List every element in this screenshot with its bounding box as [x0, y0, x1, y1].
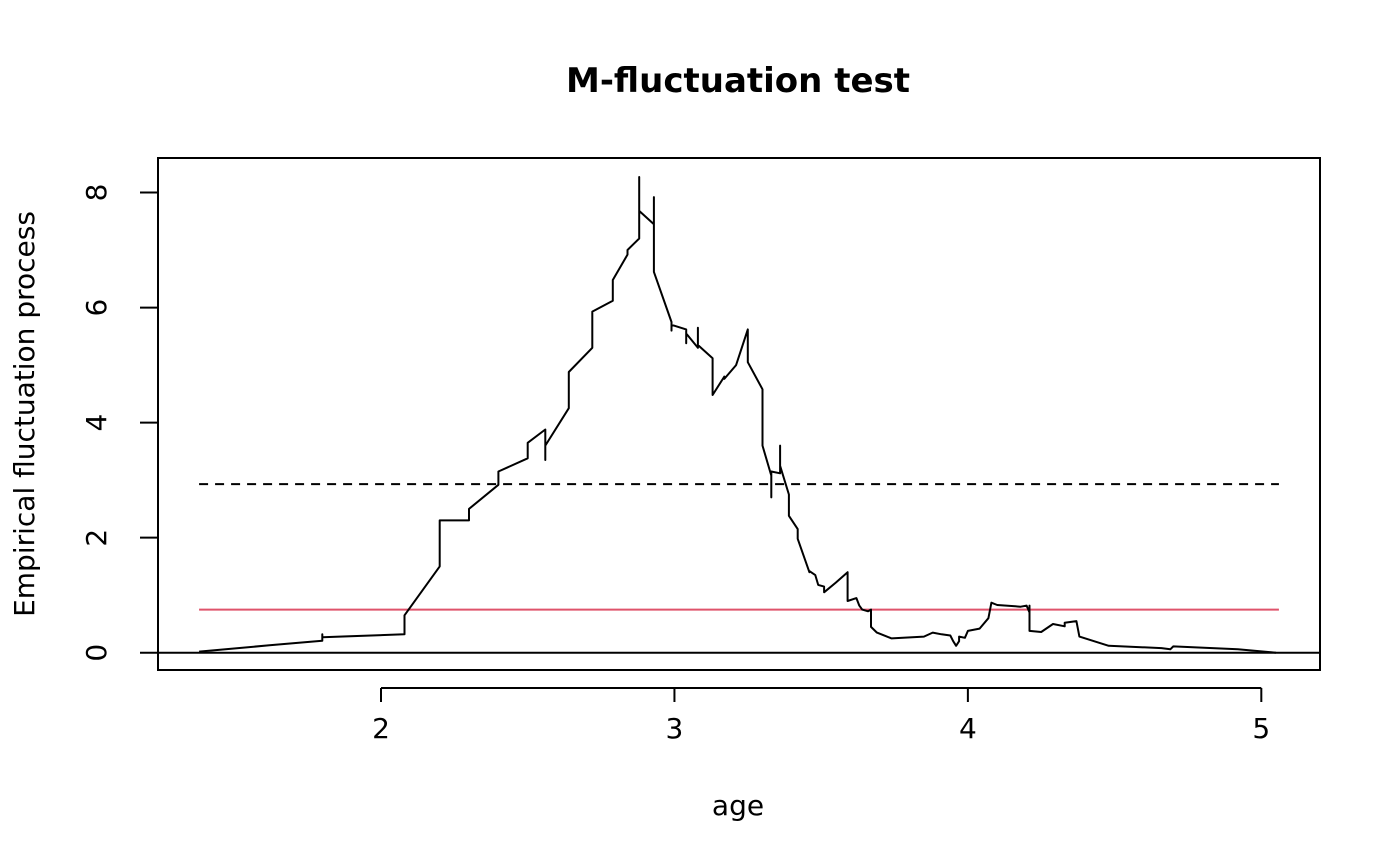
chart-title: M-fluctuation test: [566, 61, 910, 101]
y-tick-label: 6: [80, 299, 113, 317]
fluctuation-process-line: [199, 176, 1277, 654]
y-axis: 0 2 4 6 8: [80, 184, 159, 662]
x-axis: 2 3 4 5: [372, 687, 1270, 745]
x-tick-label: 2: [372, 712, 390, 745]
x-tick-label: 3: [666, 712, 684, 745]
series-layer: [199, 176, 1277, 654]
reference-lines: [158, 483, 1320, 654]
y-tick-label: 4: [80, 414, 113, 432]
y-tick-label: 2: [80, 529, 113, 547]
x-tick-label: 4: [959, 712, 977, 745]
plot-frame: [157, 157, 1321, 671]
y-tick-label: 0: [80, 644, 113, 662]
y-axis-label: Empirical fluctuation process: [8, 211, 41, 617]
x-tick-label: 5: [1252, 712, 1270, 745]
y-tick-label: 8: [80, 184, 113, 202]
x-axis-label: age: [712, 789, 764, 822]
